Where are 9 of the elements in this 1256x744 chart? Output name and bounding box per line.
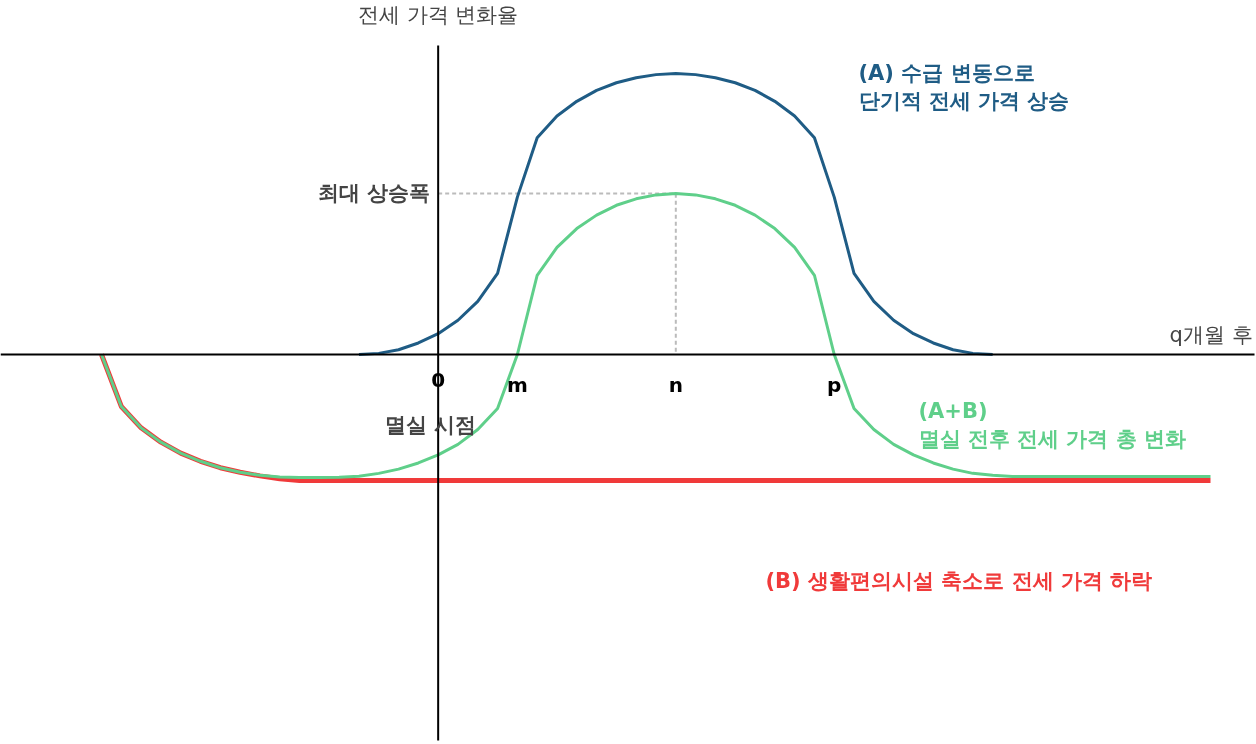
x-axis-title: q개월 후 [1169, 322, 1253, 347]
text: (B) 생활편의시설 축소로 전세 가격 하락 [765, 568, 1153, 593]
annotation: 최대 상승폭 [317, 181, 431, 206]
x-tick-label: p [827, 372, 842, 397]
x-tick-label: m [506, 372, 528, 397]
y-axis-title: 전세 가격 변화율 [357, 2, 519, 27]
text: (A) 수급 변동으로 단기적 전세 가격 상승 [858, 60, 1070, 114]
x-tick-label: n [668, 372, 683, 397]
series-label: (A+B) 멸실 전후 전세 가격 총 변화 [918, 398, 1187, 452]
